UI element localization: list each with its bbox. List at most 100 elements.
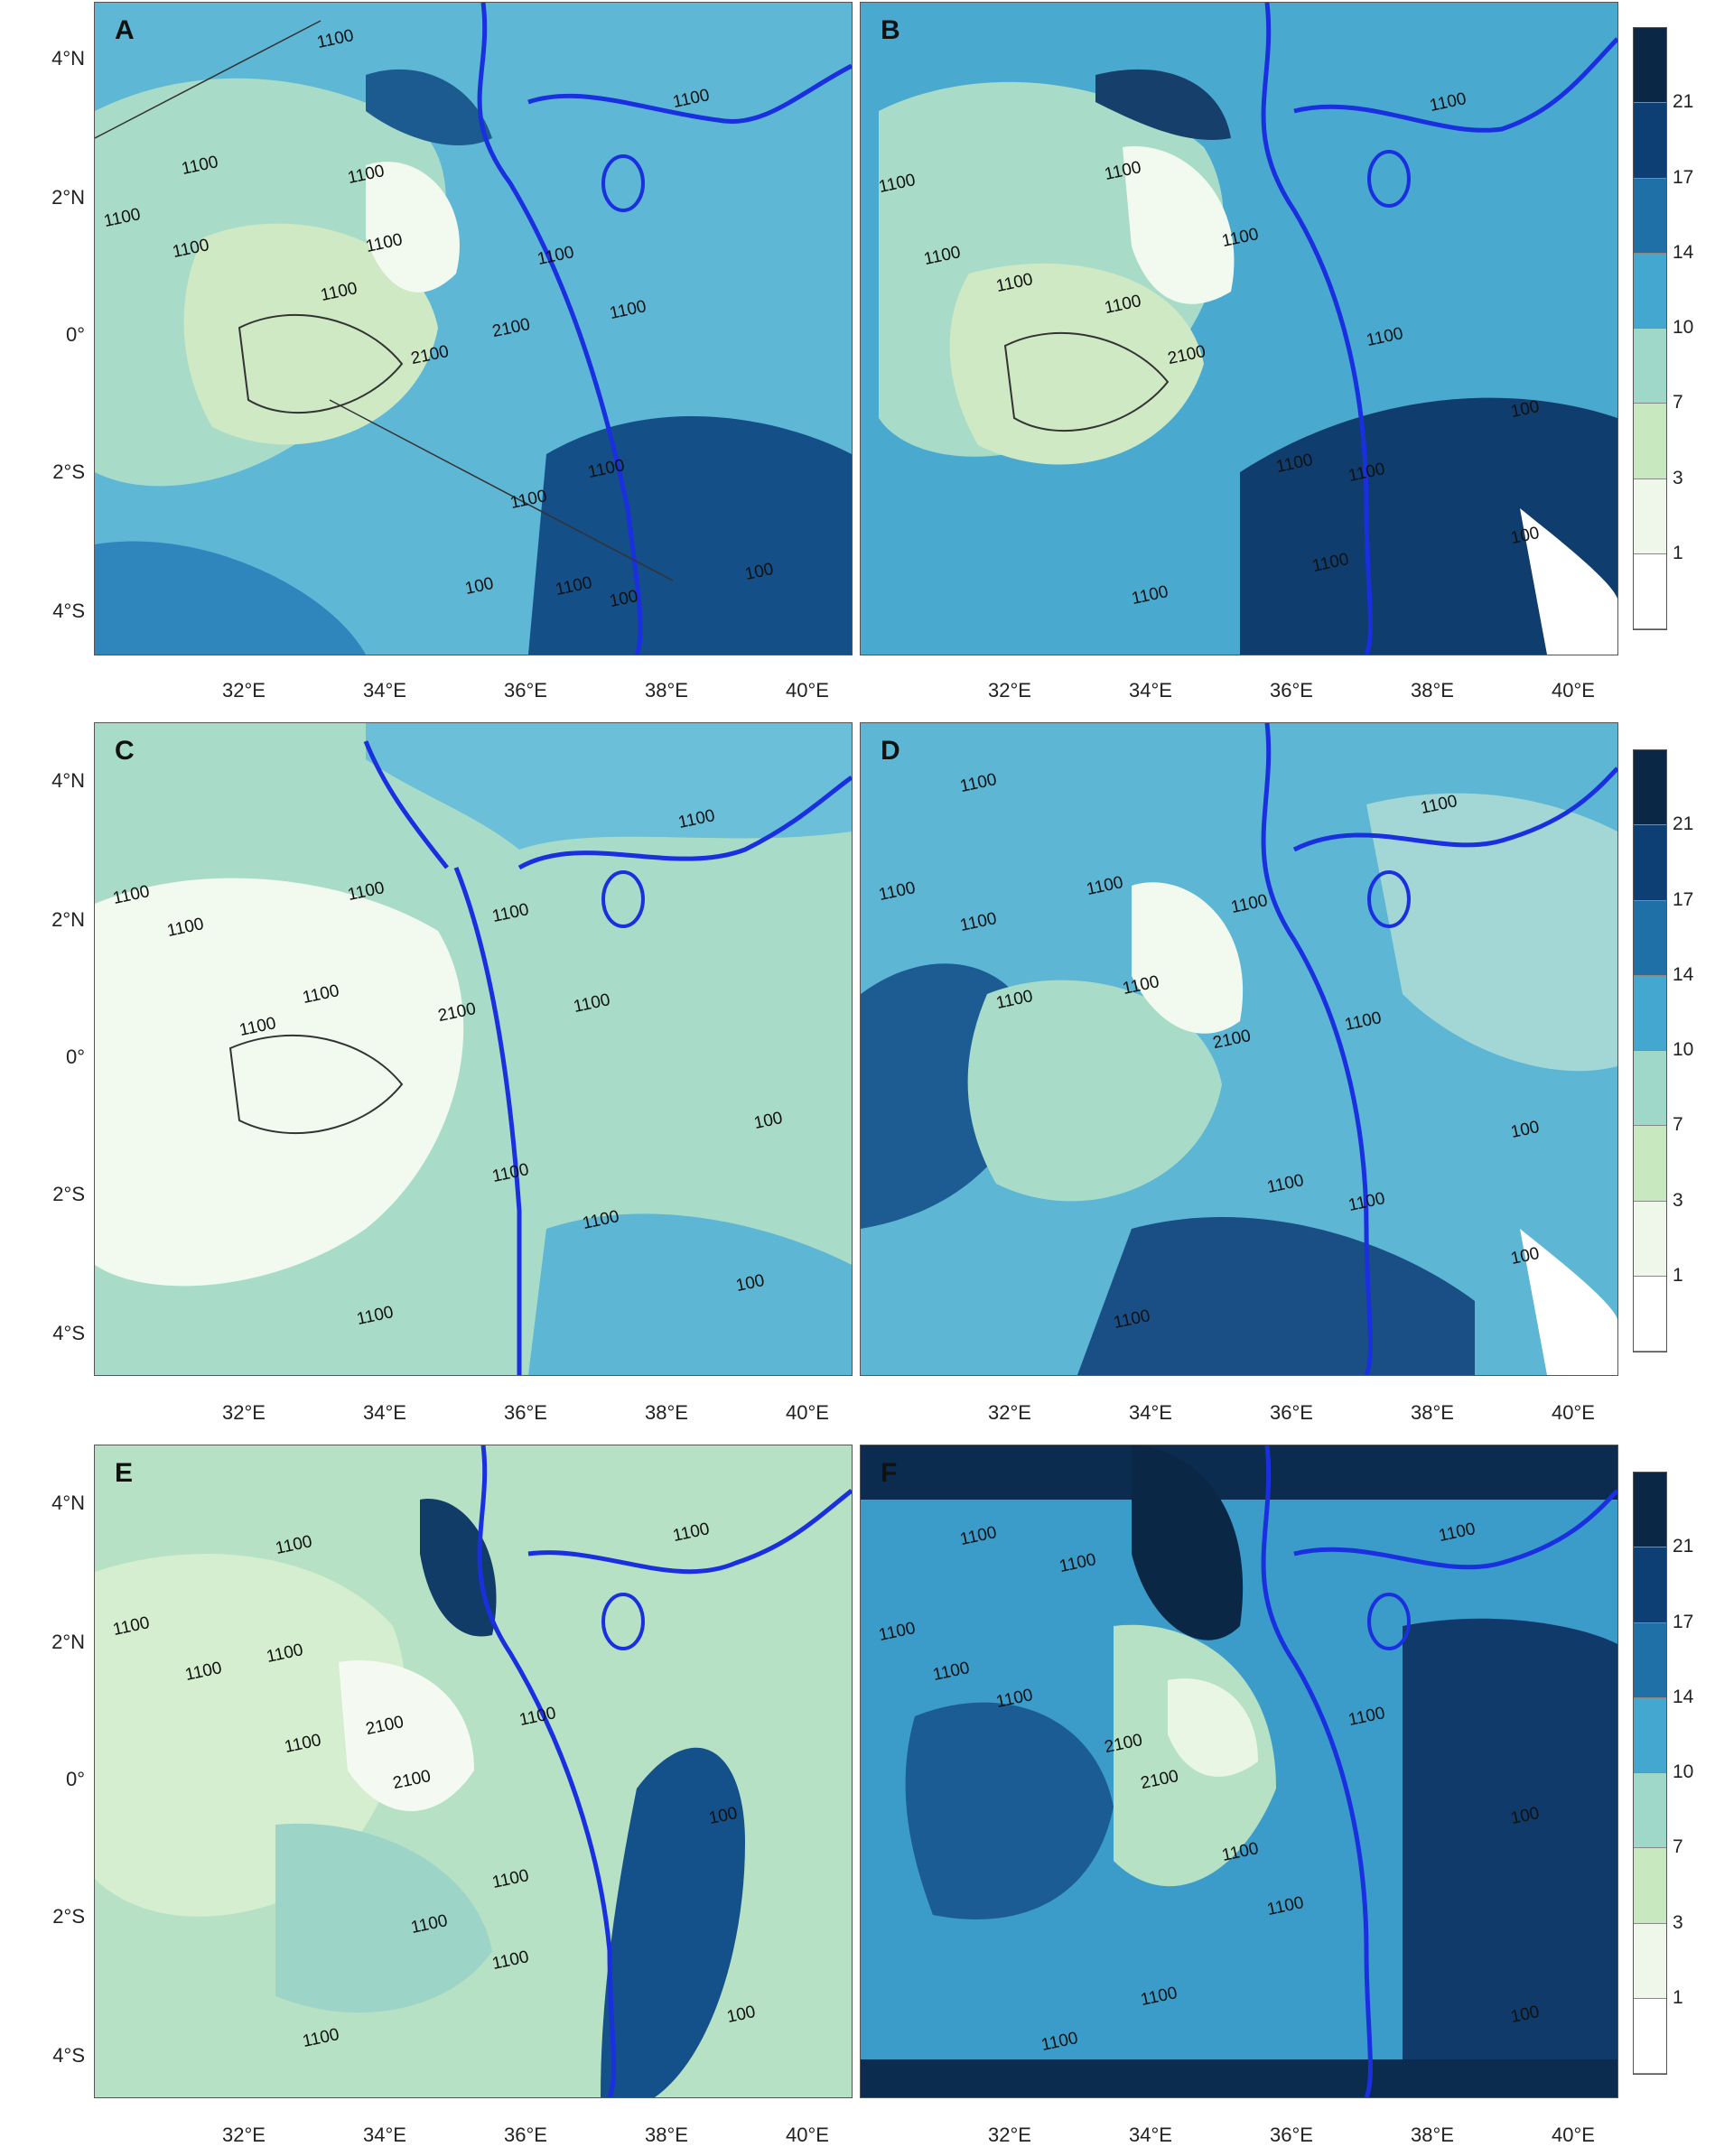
colorbar-segment: [1634, 1622, 1666, 1698]
panel-label: A: [115, 15, 135, 45]
colorbar-label: 17: [1673, 888, 1694, 910]
lat-tick: 2°N: [51, 186, 85, 209]
lon-tick: 40°E: [1552, 1401, 1595, 1424]
map-panel-c: C 1100 1100 1100 1100 1100 1100 2100 110…: [94, 722, 853, 1376]
lon-tick: 40°E: [786, 679, 829, 702]
lon-tick: 32°E: [222, 679, 266, 702]
colorbar-label: 17: [1673, 1611, 1694, 1632]
lon-tick: 40°E: [1552, 679, 1595, 702]
colorbar-label: 17: [1673, 166, 1694, 188]
lon-tick: 36°E: [1270, 2123, 1313, 2146]
colorbar-segment: [1634, 750, 1666, 826]
lat-tick: 4°S: [52, 2044, 85, 2067]
precip-map-e: [95, 1445, 852, 2097]
colorbar-segment: [1634, 1848, 1666, 1924]
colorbar-label: 14: [1673, 963, 1694, 985]
colorbar-label: 1: [1673, 542, 1683, 563]
colorbar-segment: [1634, 1276, 1666, 1352]
lat-tick: 0°: [65, 323, 85, 346]
lon-tick: 38°E: [645, 2123, 688, 2146]
colorbar: [1633, 27, 1667, 630]
colorbar-segment: [1634, 28, 1666, 104]
colorbar-segment: [1634, 1201, 1666, 1277]
lon-tick: 32°E: [988, 2123, 1031, 2146]
lat-tick: 2°S: [52, 1905, 85, 1928]
precip-map-f: [861, 1445, 1617, 2097]
colorbar-label: 3: [1673, 1911, 1683, 1933]
lon-tick: 38°E: [1411, 1401, 1454, 1424]
colorbar-segment: [1634, 1697, 1666, 1773]
lat-tick: 0°: [65, 1768, 85, 1790]
colorbar-segment: [1634, 479, 1666, 554]
lon-tick: 32°E: [988, 679, 1031, 702]
colorbar-segment: [1634, 825, 1666, 901]
colorbar-label: 10: [1673, 1761, 1694, 1782]
colorbar-label: 3: [1673, 467, 1683, 488]
lon-tick: 34°E: [363, 679, 406, 702]
colorbar-segment: [1634, 404, 1666, 479]
map-panel-a: A 1100 1100 1100 1100 1100 1100 1100 110…: [94, 2, 853, 655]
lon-tick: 36°E: [1270, 1401, 1313, 1424]
lon-tick: 34°E: [1129, 1401, 1172, 1424]
panel-label: B: [881, 15, 900, 45]
precip-map-d: [861, 723, 1617, 1375]
colorbar-label: 21: [1673, 91, 1694, 113]
lat-tick: 2°S: [52, 460, 85, 483]
colorbar-segment: [1634, 1547, 1666, 1623]
lon-tick: 32°E: [222, 1401, 266, 1424]
colorbar-segment: [1634, 900, 1666, 976]
lat-tick: 4°N: [51, 47, 85, 70]
colorbar-label: 1: [1673, 1264, 1683, 1286]
map-panel-e: E 1100 1100 1100 1100 1100 1100 2100 210…: [94, 1445, 853, 2098]
map-panel-f: F 1100 1100 1100 1100 1100 1100 2100 210…: [860, 1445, 1618, 2098]
panel-label: F: [881, 1458, 898, 1488]
colorbar-label: 21: [1673, 1536, 1694, 1557]
colorbar-segment: [1634, 1126, 1666, 1202]
lat-tick: 2°N: [51, 908, 85, 931]
precip-map-c: [95, 723, 852, 1375]
colorbar: [1633, 749, 1667, 1352]
colorbar-label: 7: [1673, 1836, 1683, 1858]
colorbar-label: 10: [1673, 1039, 1694, 1060]
lon-tick: 40°E: [786, 2123, 829, 2146]
colorbar-segment: [1634, 975, 1666, 1051]
lon-tick: 38°E: [1411, 2123, 1454, 2146]
colorbar-segment: [1634, 1923, 1666, 1999]
lon-tick: 34°E: [363, 1401, 406, 1424]
colorbar-label: 7: [1673, 392, 1683, 414]
colorbar-segment: [1634, 329, 1666, 404]
colorbar-segment: [1634, 1051, 1666, 1127]
lon-tick: 36°E: [504, 1401, 547, 1424]
lon-tick: 38°E: [645, 1401, 688, 1424]
lat-tick: 2°S: [52, 1183, 85, 1205]
lon-tick: 38°E: [1411, 679, 1454, 702]
colorbar-segment: [1634, 553, 1666, 629]
colorbar-segment: [1634, 1773, 1666, 1849]
lon-tick: 40°E: [1552, 2123, 1595, 2146]
colorbar-label: 3: [1673, 1189, 1683, 1211]
lat-tick: 0°: [65, 1045, 85, 1068]
panel-label: E: [115, 1458, 134, 1488]
lon-tick: 34°E: [363, 2123, 406, 2146]
colorbar-label: 10: [1673, 317, 1694, 338]
lon-tick: 36°E: [504, 2123, 547, 2146]
lat-tick: 4°N: [51, 1492, 85, 1514]
lon-tick: 40°E: [786, 1401, 829, 1424]
panel-label: C: [115, 736, 135, 766]
colorbar-label: 14: [1673, 1686, 1694, 1707]
lat-tick: 4°S: [52, 599, 85, 622]
lat-tick: 4°S: [52, 1322, 85, 1344]
colorbar-label: 21: [1673, 813, 1694, 835]
lon-tick: 32°E: [222, 2123, 266, 2146]
map-panel-b: B 1100 1100 1100 1100 1100 1100 1100 210…: [860, 2, 1618, 655]
lon-tick: 34°E: [1129, 2123, 1172, 2146]
lat-tick: 2°N: [51, 1631, 85, 1653]
colorbar: [1633, 1472, 1667, 2075]
lat-tick: 4°N: [51, 769, 85, 792]
colorbar-label: 7: [1673, 1114, 1683, 1136]
colorbar-segment: [1634, 103, 1666, 179]
lon-tick: 36°E: [1270, 679, 1313, 702]
lon-tick: 32°E: [988, 1401, 1031, 1424]
lon-tick: 34°E: [1129, 679, 1172, 702]
colorbar-segment: [1634, 253, 1666, 329]
